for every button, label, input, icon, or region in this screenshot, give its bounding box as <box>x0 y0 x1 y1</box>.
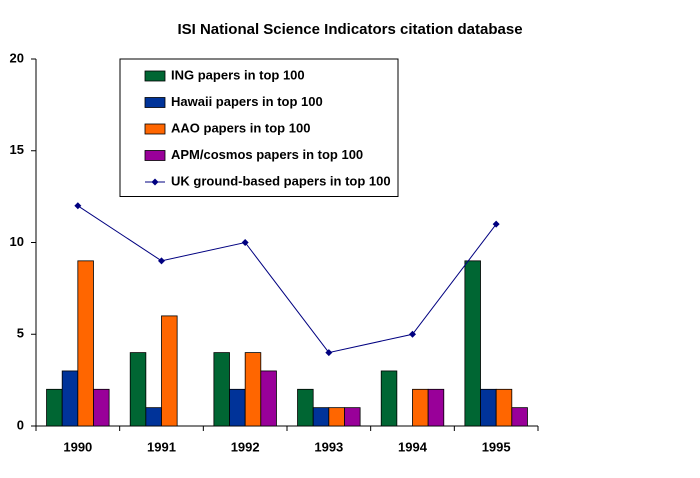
x-tick-label: 1994 <box>398 439 428 454</box>
bar <box>480 388 497 427</box>
y-tick-label: 15 <box>10 142 24 157</box>
bar <box>260 370 277 427</box>
x-tick-label: 1993 <box>314 439 343 454</box>
bar <box>380 370 398 427</box>
legend-label: AAO papers in top 100 <box>171 120 310 135</box>
legend-box <box>119 58 399 197</box>
legend-swatch <box>144 97 166 108</box>
y-tick-label: 10 <box>10 234 24 249</box>
bar <box>229 388 246 427</box>
legend-swatch <box>144 70 166 82</box>
legend-swatch <box>144 123 166 135</box>
line-marker <box>241 239 249 246</box>
x-tick-label: 1992 <box>231 439 260 454</box>
y-tick-label: 0 <box>17 417 24 432</box>
y-tick-label: 5 <box>17 326 24 341</box>
chart-title: ISI National Science Indicators citation… <box>177 21 522 38</box>
bar <box>344 407 361 427</box>
bar <box>297 388 314 427</box>
line-marker <box>325 349 333 357</box>
bar <box>312 407 330 427</box>
line-marker <box>158 257 165 265</box>
line-marker <box>409 330 416 338</box>
legend-label: Hawaii papers in top 100 <box>171 94 323 109</box>
x-tick-label: 1995 <box>482 439 511 454</box>
line-marker <box>74 202 82 210</box>
bar <box>213 352 230 427</box>
bar <box>427 388 445 427</box>
y-tick-label: 20 <box>10 50 24 65</box>
legend-marker <box>151 178 159 186</box>
bar <box>77 260 94 427</box>
bar <box>244 352 262 427</box>
bar <box>129 352 147 427</box>
legend-label: UK ground-based papers in top 100 <box>171 173 391 188</box>
line-marker <box>492 220 500 228</box>
x-tick-label: 1990 <box>63 439 92 454</box>
bar <box>161 315 178 427</box>
line <box>77 205 497 354</box>
bar <box>495 388 513 427</box>
bar <box>511 407 528 427</box>
bar <box>145 407 162 427</box>
legend-swatch <box>144 150 166 161</box>
bar <box>46 388 63 427</box>
legend: ING papers in top 100 Hawaii papers in to… <box>119 58 399 197</box>
bar <box>61 370 79 427</box>
legend-label: ING papers in top 100 <box>171 67 305 82</box>
bar <box>464 260 481 427</box>
bar <box>412 388 429 427</box>
bar <box>328 407 345 427</box>
bar <box>93 388 110 427</box>
legend-label: APM/cosmos papers in top 100 <box>171 147 363 162</box>
x-tick-label: 1991 <box>147 439 176 454</box>
